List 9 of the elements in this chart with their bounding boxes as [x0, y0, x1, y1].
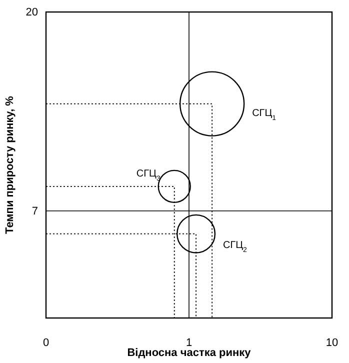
x-tick-label: 0	[42, 336, 50, 349]
series-label: СГЦ$_{1}$	[252, 108, 276, 122]
y-tick-label: 7	[32, 205, 38, 218]
x-tick-label: 1	[186, 336, 192, 349]
x-tick-label: 10	[326, 336, 338, 349]
x-axis-title: Відносна частка ринку	[127, 347, 252, 359]
series-label: СГЦ$_{2}$	[222, 240, 248, 254]
y-axis-title: Темпи приросту ринку, %	[4, 96, 16, 234]
y-tick-label: 20	[26, 6, 38, 19]
